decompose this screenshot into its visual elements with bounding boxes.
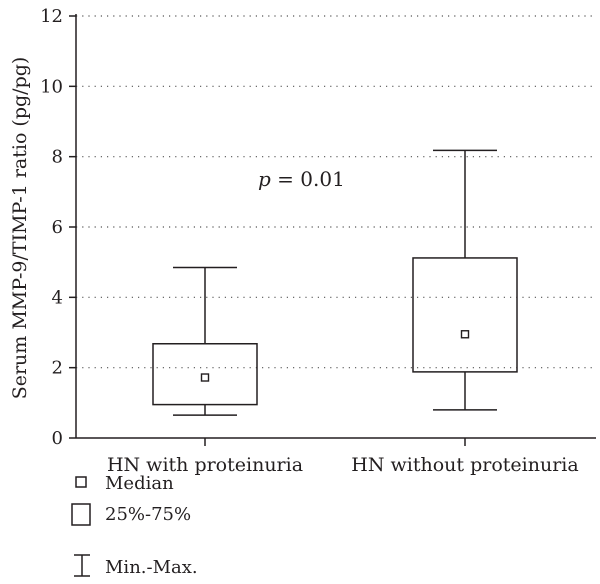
box-2-median-marker — [460, 330, 470, 339]
grid-lines — [76, 15, 596, 369]
legend: Median 25%-75% Min.-Max. — [71, 473, 198, 578]
legend-whisker-symbol — [74, 554, 90, 577]
legend-median-symbol — [75, 476, 87, 488]
box-2-iqr-box — [412, 257, 518, 373]
p-value-symbol: p — [258, 167, 271, 191]
y-axis-label: Serum MMP-9/TIMP-1 ratio (pg/pg) — [9, 57, 31, 400]
category-label-2: HN without proteinuria — [351, 454, 578, 476]
p-value-text: = 0.01 — [271, 167, 345, 191]
y-tick-label-8: 8 — [52, 147, 63, 168]
box-1-median-marker — [200, 373, 210, 382]
p-value-annotation: p = 0.01 — [258, 167, 345, 191]
y-tick-label-2: 2 — [52, 358, 63, 379]
legend-box-label: 25%-75% — [105, 504, 191, 525]
y-tick-label-6: 6 — [52, 217, 63, 238]
y-tick-label-10: 10 — [40, 76, 63, 97]
category-labels: HN with proteinuria HN without proteinuri… — [107, 454, 579, 476]
y-tick-label-0: 0 — [52, 428, 63, 449]
box-2 — [412, 149, 518, 411]
box-plots — [152, 149, 518, 416]
legend-median-label: Median — [105, 473, 174, 494]
legend-whisker-label: Min.-Max. — [105, 557, 198, 578]
box-1 — [152, 266, 258, 416]
box-1-iqr-box — [152, 343, 258, 406]
category-label-1: HN with proteinuria — [107, 454, 303, 476]
y-tick-label-12: 12 — [40, 6, 63, 27]
axes: 0 2 4 6 8 10 12 — [40, 6, 596, 449]
y-tick-label-4: 4 — [52, 287, 63, 308]
legend-box-symbol — [71, 503, 91, 526]
